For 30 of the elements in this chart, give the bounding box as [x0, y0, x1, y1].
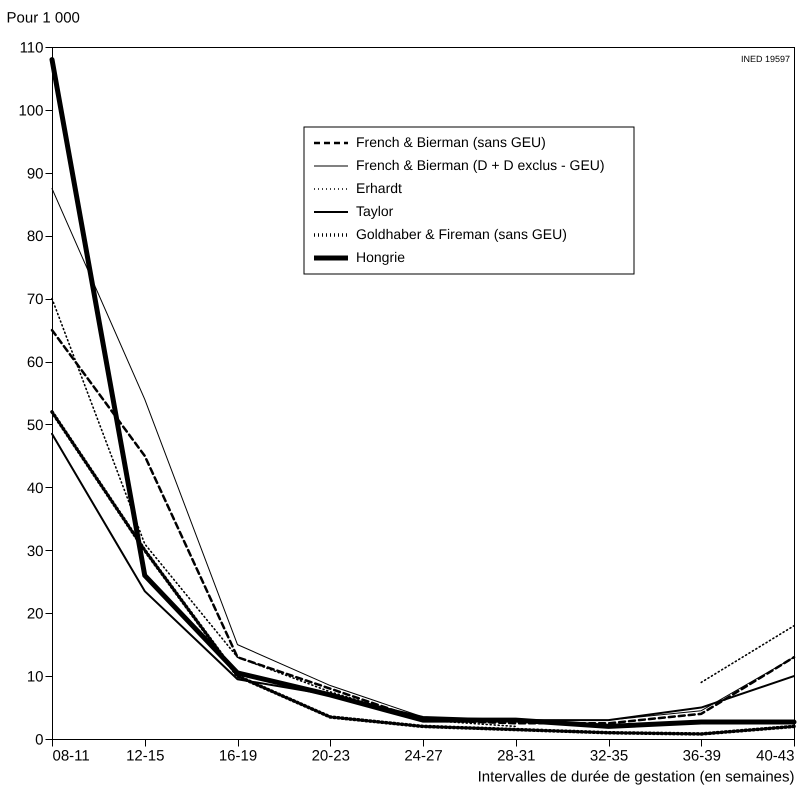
y-tick-label: 100	[18, 102, 44, 120]
x-tick-label: 40-43	[756, 748, 794, 764]
y-tick-label: 30	[26, 542, 44, 560]
y-tick-label: 80	[26, 228, 44, 246]
y-tick-label: 90	[26, 165, 44, 182]
x-tick-label: 24-27	[404, 748, 443, 764]
y-tick-label: 110	[20, 40, 44, 56]
x-tick-label: 16-19	[218, 748, 258, 764]
y-tick-label: 40	[26, 480, 44, 497]
legend-label: Taylor	[356, 203, 394, 219]
legend-label: French & Bierman (sans GEU)	[356, 134, 546, 150]
x-tick-label: 12-15	[126, 748, 164, 764]
x-tick-label: 08-11	[52, 748, 90, 764]
x-tick-label: 32-35	[590, 748, 628, 764]
x-axis-title: Intervalles de durée de gestation (en semaines)	[478, 768, 794, 786]
x-tick-label: 36-39	[682, 748, 721, 764]
x-tick-label: 20-23	[312, 748, 350, 764]
y-tick-label: 0	[35, 732, 44, 748]
legend-label: Hongrie	[356, 249, 406, 265]
y-tick-label: 50	[26, 416, 44, 434]
legend-label: French & Bierman (D + D exclus - GEU)	[356, 157, 605, 173]
annotation: INED 19597	[740, 54, 790, 64]
y-tick-label: 10	[26, 668, 44, 686]
x-tick-label: 28-31	[497, 748, 536, 764]
y-axis-title: Pour 1 000	[6, 10, 80, 26]
y-tick-label: 20	[26, 606, 44, 623]
y-tick-label: 60	[26, 354, 44, 372]
legend-label: Erhardt	[356, 180, 402, 196]
legend-label: Goldhaber & Fireman (sans GEU)	[356, 226, 567, 242]
y-tick-label: 70	[26, 291, 44, 308]
